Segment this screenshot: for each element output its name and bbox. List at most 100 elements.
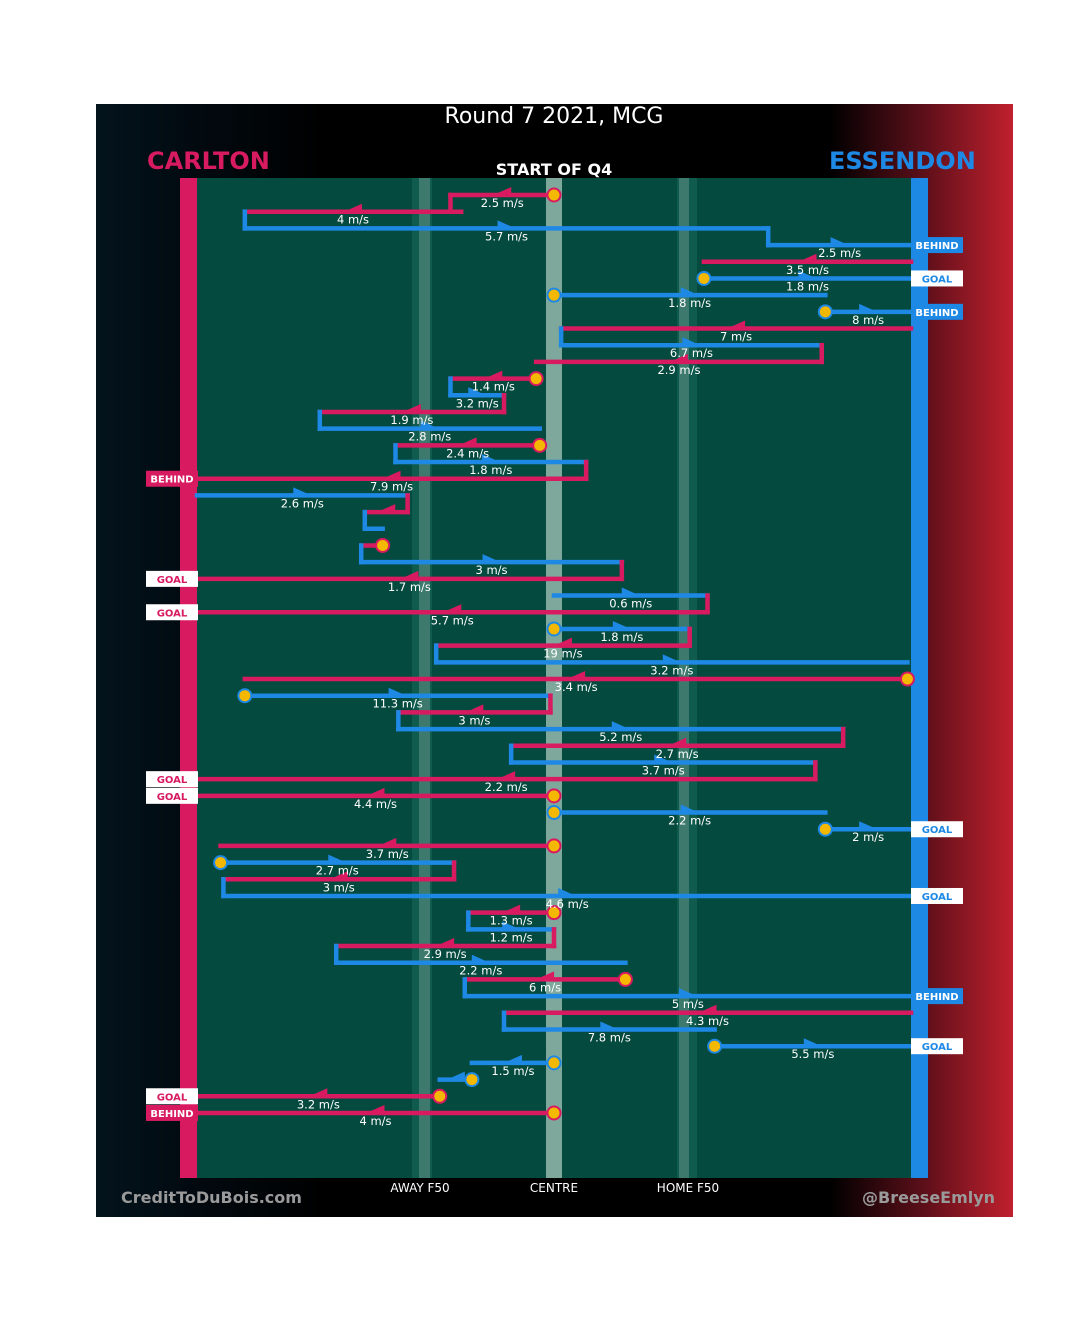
outcome-tag-label: BEHIND xyxy=(915,241,958,252)
speed-label: 6.7 m/s xyxy=(670,346,713,360)
speed-label: 1.7 m/s xyxy=(388,580,431,594)
goal-tag: GOAL xyxy=(911,887,963,904)
outcome-tag-box xyxy=(146,1088,198,1105)
speed-label: 2.5 m/s xyxy=(818,246,861,260)
direction-arrow xyxy=(621,587,640,596)
ball-marker xyxy=(817,304,833,320)
direction-arrow xyxy=(502,904,521,913)
direction-arrow xyxy=(366,1104,385,1113)
outcome-tag-box xyxy=(911,887,963,904)
direction-arrow xyxy=(680,804,699,813)
speed-label: 2.8 m/s xyxy=(408,430,451,444)
speed-label: 1.8 m/s xyxy=(668,296,711,310)
behind-tag: BEHIND xyxy=(911,988,963,1005)
direction-arrow xyxy=(497,771,516,780)
ball-marker xyxy=(546,805,562,821)
speed-label: 1.3 m/s xyxy=(490,914,533,928)
speed-label: 4 m/s xyxy=(359,1114,391,1128)
outcome-tag-box xyxy=(911,237,963,254)
goal-tag: GOAL xyxy=(146,771,198,788)
chart-title: Round 7 2021, MCG xyxy=(444,104,664,129)
ball-marker xyxy=(899,671,915,687)
outcome-tag-label: BEHIND xyxy=(150,475,193,486)
ball-marker xyxy=(375,537,391,553)
outcome-tag-box xyxy=(146,771,198,788)
direction-arrow xyxy=(484,370,503,379)
direction-arrow xyxy=(366,787,385,796)
ball-marker xyxy=(432,1088,448,1104)
axis-label-centre: CENTRE xyxy=(529,1181,579,1195)
speed-label: 7.8 m/s xyxy=(588,1031,631,1045)
ball-marker xyxy=(546,788,562,804)
direction-arrow xyxy=(558,887,577,896)
speed-label: 2.2 m/s xyxy=(485,780,528,794)
ball-marker xyxy=(696,270,712,286)
outcome-tag-box xyxy=(146,470,198,487)
ball-marker xyxy=(546,905,562,921)
outcome-tag-label: BEHIND xyxy=(150,1109,193,1120)
speed-label: 11.3 m/s xyxy=(372,697,422,711)
direction-arrow xyxy=(377,504,396,513)
speed-label: 5.5 m/s xyxy=(791,1047,834,1061)
speed-label: 3 m/s xyxy=(458,713,490,727)
speed-label: 4.4 m/s xyxy=(354,797,397,811)
behind-tag: BEHIND xyxy=(911,303,963,320)
direction-arrow xyxy=(328,854,347,863)
speed-label: 5.7 m/s xyxy=(485,229,528,243)
direction-arrow xyxy=(468,387,487,396)
direction-arrow xyxy=(402,403,421,412)
outcome-tag-box xyxy=(911,303,963,320)
speed-label: 5.2 m/s xyxy=(599,730,642,744)
direction-arrow xyxy=(446,1071,465,1080)
direction-arrow xyxy=(443,604,462,613)
goal-tag: GOAL xyxy=(911,270,963,287)
outcome-tag-box xyxy=(146,1104,198,1121)
direction-arrow xyxy=(567,671,586,680)
direction-arrow xyxy=(830,237,849,246)
axis-label-away-f50: AWAY F50 xyxy=(390,1181,450,1195)
speed-label: 4.6 m/s xyxy=(546,897,589,911)
speed-label: 3.2 m/s xyxy=(297,1097,340,1111)
direction-arrow xyxy=(798,270,817,279)
ball-marker xyxy=(528,371,544,387)
outcome-tag-label: GOAL xyxy=(157,575,188,586)
speed-label: 3 m/s xyxy=(476,563,508,577)
speed-label: 2.5 m/s xyxy=(481,196,524,210)
ball-marker xyxy=(532,437,548,453)
credit-right: @BreeseEmlyn xyxy=(862,1188,996,1207)
direction-arrow xyxy=(859,303,878,312)
outcome-tag-label: GOAL xyxy=(157,792,188,803)
speed-label: 1.8 m/s xyxy=(600,630,643,644)
speed-label: 2.7 m/s xyxy=(656,747,699,761)
outcome-tag-label: BEHIND xyxy=(915,992,958,1003)
speed-label: 6 m/s xyxy=(529,980,561,994)
direction-arrow xyxy=(682,337,701,346)
speed-label: 4.3 m/s xyxy=(686,1014,729,1028)
ball-marker xyxy=(546,1055,562,1071)
outcome-tag-label: GOAL xyxy=(922,274,953,285)
direction-arrow xyxy=(503,1054,522,1063)
outcome-tag-label: GOAL xyxy=(922,825,953,836)
direction-arrow xyxy=(309,1088,328,1097)
direction-arrow xyxy=(329,871,348,880)
speed-label: 2.2 m/s xyxy=(668,814,711,828)
direction-arrow xyxy=(612,620,631,629)
speed-label: 2.2 m/s xyxy=(459,964,502,978)
speed-label: 8 m/s xyxy=(852,313,884,327)
direction-arrow xyxy=(420,420,439,429)
goal-tag: GOAL xyxy=(146,787,198,804)
direction-arrow xyxy=(600,1021,619,1030)
ball-marker xyxy=(237,688,253,704)
speed-label: 1.9 m/s xyxy=(390,413,433,427)
team-right-label: ESSENDON xyxy=(829,147,976,175)
speed-label: 2 m/s xyxy=(852,830,884,844)
carlton-goal-wall xyxy=(180,178,197,1178)
goal-tag: GOAL xyxy=(911,1038,963,1055)
credit-left: CreditToDuBois.com xyxy=(121,1188,302,1207)
ball-markers xyxy=(213,187,915,1121)
direction-arrow xyxy=(497,220,516,229)
speed-label: 3.5 m/s xyxy=(786,263,829,277)
speed-label: 2.9 m/s xyxy=(657,363,700,377)
direction-arrow xyxy=(382,470,401,479)
